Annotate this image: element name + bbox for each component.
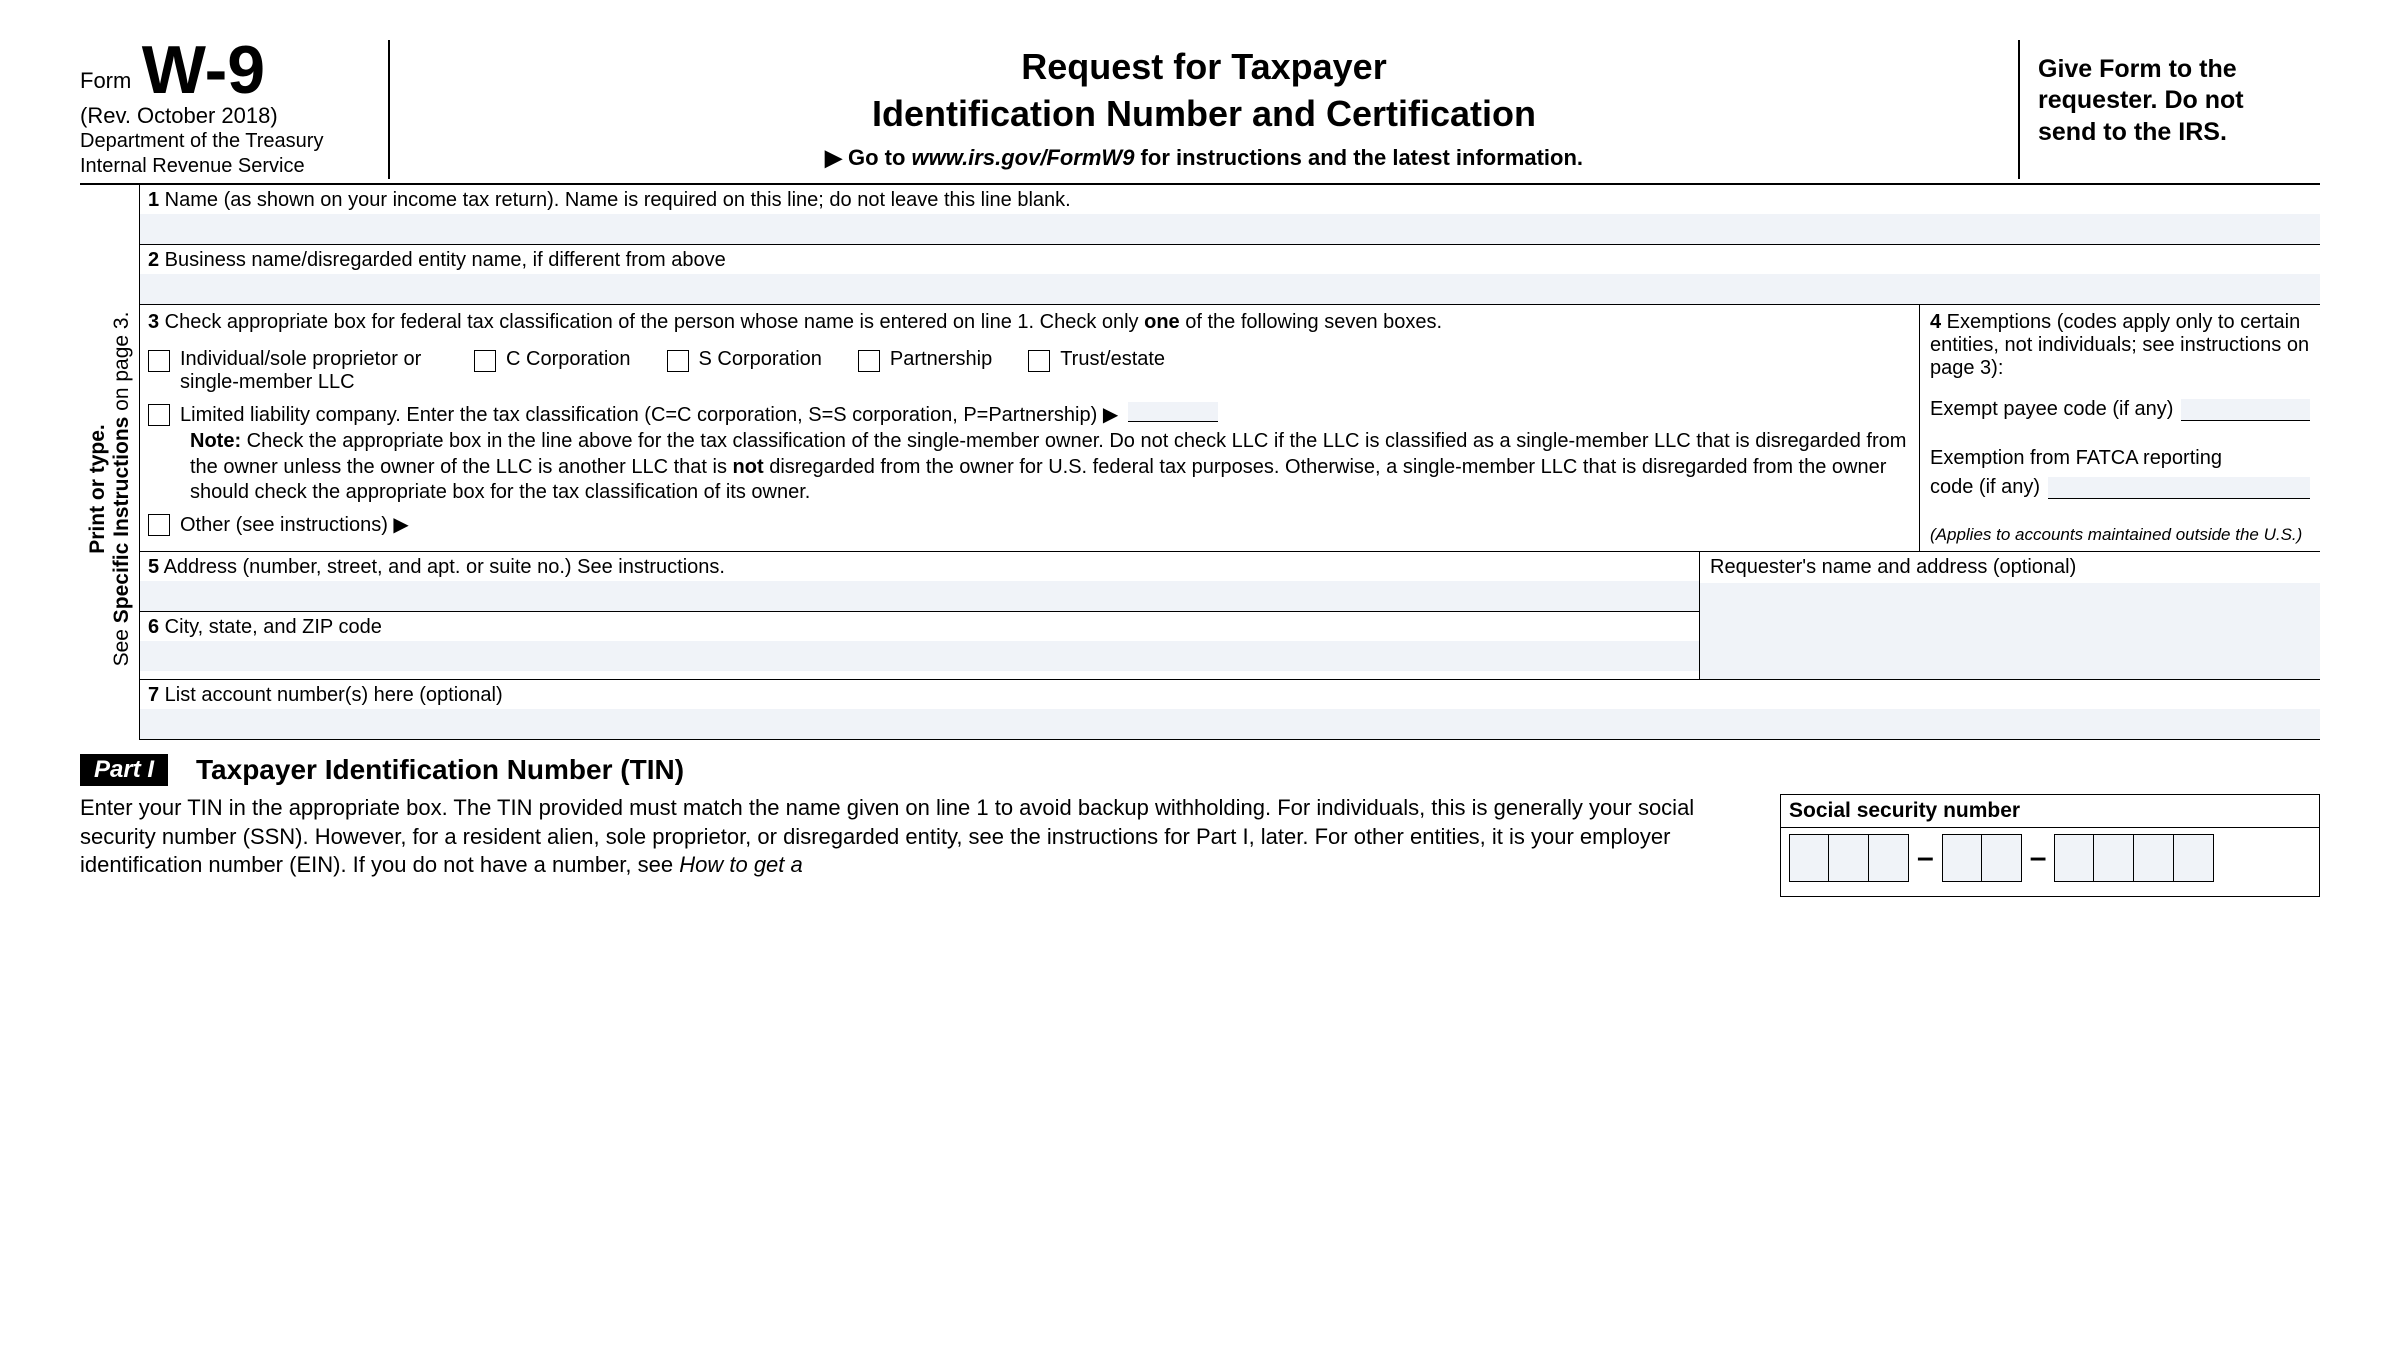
llc-label: Limited liability company. Enter the tax… — [180, 402, 1118, 427]
ssn-digit[interactable] — [2174, 834, 2214, 882]
goto-suffix: for instructions and the latest informat… — [1134, 145, 1583, 170]
goto-prefix: ▶ Go to — [825, 145, 912, 170]
dept-line-1: Department of the Treasury — [80, 129, 368, 154]
checkbox-partnership[interactable]: Partnership — [858, 348, 992, 372]
sidebar-text: Print or type. See Specific Instructions… — [86, 249, 134, 729]
form-title-line1: Request for Taxpayer — [410, 46, 1998, 87]
ssn-digit[interactable] — [1982, 834, 2022, 882]
ssn-label: Social security number — [1780, 794, 2320, 827]
line-5: 5 Address (number, street, and apt. or s… — [140, 552, 1699, 612]
checkbox-icon[interactable] — [667, 350, 689, 372]
checkbox-icon[interactable] — [1028, 350, 1050, 372]
ssn-digit[interactable] — [2094, 834, 2134, 882]
line-1-label: 1 Name (as shown on your income tax retu… — [140, 185, 2320, 214]
ssn-digit[interactable] — [1942, 834, 1982, 882]
part-1-title: Taxpayer Identification Number (TIN) — [196, 754, 684, 786]
ssn-input-grid: – – — [1780, 827, 2320, 897]
line-2: 2 Business name/disregarded entity name,… — [140, 245, 2320, 305]
line-4-intro: 4 Exemptions (codes apply only to certai… — [1930, 311, 2310, 380]
checkbox-other-row: Other (see instructions) ▶ — [148, 512, 1911, 541]
fatca-label-2: code (if any) — [1930, 476, 2040, 499]
form-number: W-9 — [142, 40, 265, 101]
line-3-intro: 3 Check appropriate box for federal tax … — [148, 311, 1911, 334]
ssn-digit[interactable] — [2134, 834, 2174, 882]
requester-label: Requester's name and address (optional) — [1700, 552, 2320, 583]
line-1-input[interactable] — [140, 214, 2320, 244]
ssn-dash: – — [2030, 841, 2047, 875]
line-4-column: 4 Exemptions (codes apply only to certai… — [1920, 305, 2320, 551]
line-7-label: 7 List account number(s) here (optional) — [140, 680, 2320, 709]
ssn-digit[interactable] — [1829, 834, 1869, 882]
checkbox-trust[interactable]: Trust/estate — [1028, 348, 1165, 372]
revision-line: (Rev. October 2018) — [80, 103, 368, 129]
checkbox-icon[interactable] — [148, 350, 170, 372]
checkbox-icon[interactable] — [858, 350, 880, 372]
form-word: Form — [80, 68, 131, 94]
ssn-group-1 — [1789, 834, 1909, 882]
fatca-label-1: Exemption from FATCA reporting — [1930, 447, 2310, 470]
line-5-6-requester-row: 5 Address (number, street, and apt. or s… — [140, 552, 2320, 680]
header-right: Give Form to the requester. Do not send … — [2020, 40, 2320, 179]
applies-note: (Applies to accounts maintained outside … — [1930, 525, 2310, 545]
header-left: Form W-9 (Rev. October 2018) Department … — [80, 40, 390, 179]
exempt-payee-label: Exempt payee code (if any) — [1930, 398, 2173, 421]
requester-column: Requester's name and address (optional) — [1700, 552, 2320, 679]
line-6-input[interactable] — [140, 641, 1699, 671]
checkbox-llc[interactable] — [148, 404, 170, 426]
line-5-input[interactable] — [140, 581, 1699, 611]
give-form-text: Give Form to the requester. Do not send … — [2038, 54, 2320, 148]
fatca-row: Exemption from FATCA reporting code (if … — [1930, 447, 2310, 499]
line-7: 7 List account number(s) here (optional) — [140, 680, 2320, 740]
part-1-header: Part I Taxpayer Identification Number (T… — [80, 754, 2320, 786]
ssn-digit[interactable] — [1869, 834, 1909, 882]
exempt-payee-row: Exempt payee code (if any) — [1930, 398, 2310, 421]
requester-input[interactable] — [1700, 583, 2320, 679]
part-1-badge: Part I — [80, 754, 168, 786]
goto-url: www.irs.gov/FormW9 — [912, 145, 1135, 170]
checkbox-scorp[interactable]: S Corporation — [667, 348, 822, 372]
ssn-group-3 — [2054, 834, 2214, 882]
header-center: Request for Taxpayer Identification Numb… — [390, 40, 2020, 179]
line-2-input[interactable] — [140, 274, 2320, 304]
tin-instructions: Enter your TIN in the appropriate box. T… — [80, 794, 1750, 897]
ssn-group-2 — [1942, 834, 2022, 882]
line-6: 6 City, state, and ZIP code — [140, 612, 1699, 671]
line-3-4-row: 3 Check appropriate box for federal tax … — [140, 305, 2320, 552]
llc-note: Note: Check the appropriate box in the l… — [148, 429, 1911, 506]
line-1: 1 Name (as shown on your income tax retu… — [140, 185, 2320, 245]
line-5-label: 5 Address (number, street, and apt. or s… — [140, 552, 1699, 581]
other-label: Other (see instructions) ▶ — [180, 512, 409, 537]
ssn-box: Social security number – – — [1780, 794, 2320, 897]
checkbox-other[interactable] — [148, 514, 170, 536]
fields-column: 1 Name (as shown on your income tax retu… — [140, 185, 2320, 740]
form-body: Print or type. See Specific Instructions… — [80, 185, 2320, 740]
vertical-sidebar: Print or type. See Specific Instructions… — [80, 185, 140, 740]
line-3-column: 3 Check appropriate box for federal tax … — [140, 305, 1920, 551]
exempt-payee-input[interactable] — [2181, 399, 2310, 421]
tin-area: Enter your TIN in the appropriate box. T… — [80, 794, 2320, 897]
checkbox-individual[interactable]: Individual/sole proprietor or single-mem… — [148, 348, 438, 394]
fatca-code-input[interactable] — [2048, 477, 2310, 499]
dept-line-2: Internal Revenue Service — [80, 154, 368, 179]
line-7-input[interactable] — [140, 709, 2320, 739]
line-2-label: 2 Business name/disregarded entity name,… — [140, 245, 2320, 274]
ssn-digit[interactable] — [1789, 834, 1829, 882]
address-column: 5 Address (number, street, and apt. or s… — [140, 552, 1700, 679]
ssn-digit[interactable] — [2054, 834, 2094, 882]
checkbox-icon[interactable] — [474, 350, 496, 372]
w9-form: Form W-9 (Rev. October 2018) Department … — [80, 40, 2320, 897]
classification-checkboxes: Individual/sole proprietor or single-mem… — [148, 348, 1911, 394]
line-6-label: 6 City, state, and ZIP code — [140, 612, 1699, 641]
ssn-dash: – — [1917, 841, 1934, 875]
llc-classification-input[interactable] — [1128, 402, 1218, 422]
goto-line: ▶ Go to www.irs.gov/FormW9 for instructi… — [410, 145, 1998, 171]
checkbox-llc-row: Limited liability company. Enter the tax… — [148, 402, 1911, 427]
form-title-line2: Identification Number and Certification — [410, 93, 1998, 134]
checkbox-ccorp[interactable]: C Corporation — [474, 348, 631, 372]
form-header: Form W-9 (Rev. October 2018) Department … — [80, 40, 2320, 185]
